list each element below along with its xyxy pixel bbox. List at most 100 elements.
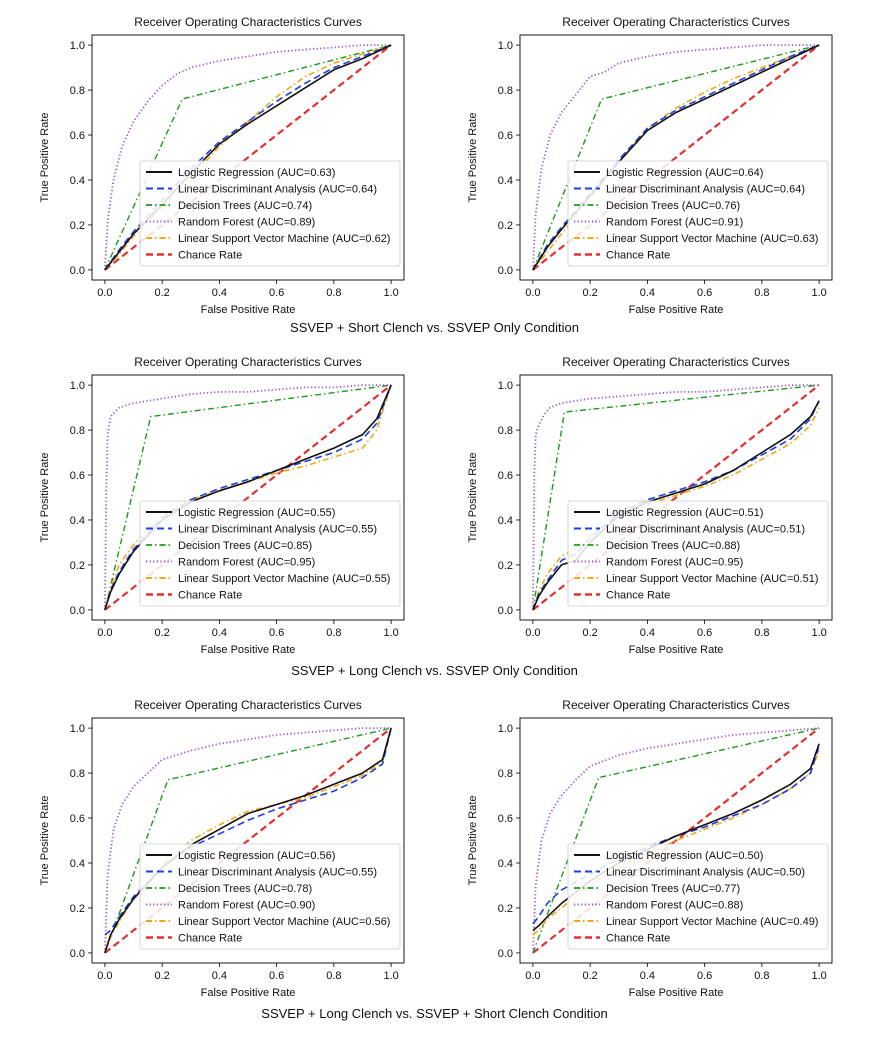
legend-label-tree: Decision Trees (AUC=0.78) xyxy=(178,883,312,895)
y-tick-label: 1.0 xyxy=(498,380,513,392)
series-line-svm xyxy=(104,44,392,271)
legend-label-chance: Chance Rate xyxy=(178,250,242,262)
legend-label-logistic: Logistic Regression (AUC=0.50) xyxy=(606,850,763,862)
x-tick-label: 0.8 xyxy=(754,970,769,982)
row-caption-short-vs-only: SSVEP + Short Clench vs. SSVEP Only Cond… xyxy=(290,320,579,335)
roc-chart-1: Receiver Operating Characteristics Curve… xyxy=(39,15,405,316)
y-tick-label: 0.8 xyxy=(498,425,513,437)
y-axis-label: True Positive Rate xyxy=(39,112,51,202)
roc-chart-6: Receiver Operating Characteristics Curve… xyxy=(467,698,833,999)
series-line-tree xyxy=(532,727,820,954)
y-tick-label: 0.8 xyxy=(498,85,513,97)
legend-label-chance: Chance Rate xyxy=(606,250,670,262)
chart-title: Receiver Operating Characteristics Curve… xyxy=(134,15,361,29)
series-line-forest xyxy=(532,384,820,610)
legend-label-logistic: Logistic Regression (AUC=0.64) xyxy=(606,167,763,179)
y-tick-label: 0.0 xyxy=(498,265,513,277)
series-line-lda xyxy=(104,384,392,611)
x-tick-label: 0.2 xyxy=(582,627,597,639)
y-tick-label: 1.0 xyxy=(498,40,513,52)
x-tick-label: 1.0 xyxy=(811,970,826,982)
legend-label-lda: Linear Discriminant Analysis (AUC=0.51) xyxy=(606,524,805,536)
legend-label-tree: Decision Trees (AUC=0.76) xyxy=(606,200,740,212)
y-tick-label: 0.0 xyxy=(498,948,513,960)
legend-box xyxy=(567,500,829,607)
legend-label-lda: Linear Discriminant Analysis (AUC=0.55) xyxy=(178,867,377,879)
roc-chart-4: Receiver Operating Characteristics Curve… xyxy=(467,355,833,656)
x-tick-label: 0.4 xyxy=(212,627,227,639)
y-tick-label: 0.6 xyxy=(70,470,85,482)
x-tick-label: 0.6 xyxy=(697,287,712,299)
row-caption-long-vs-short: SSVEP + Long Clench vs. SSVEP + Short Cl… xyxy=(261,1006,608,1021)
y-tick-label: 0.8 xyxy=(498,768,513,780)
y-tick-label: 0.4 xyxy=(498,515,513,527)
legend-label-svm: Linear Support Vector Machine (AUC=0.49) xyxy=(606,916,818,928)
y-tick-label: 0.8 xyxy=(70,768,85,780)
x-tick-label: 0.0 xyxy=(525,970,540,982)
y-tick-label: 0.8 xyxy=(70,85,85,97)
legend-label-forest: Random Forest (AUC=0.88) xyxy=(606,900,743,912)
legend-label-chance: Chance Rate xyxy=(606,933,670,945)
roc-chart-5: Receiver Operating Characteristics Curve… xyxy=(39,698,405,999)
legend-label-tree: Decision Trees (AUC=0.74) xyxy=(178,200,312,212)
y-tick-label: 0.0 xyxy=(70,605,85,617)
legend-box xyxy=(139,500,401,607)
legend-label-svm: Linear Support Vector Machine (AUC=0.62) xyxy=(178,233,390,245)
x-tick-label: 0.6 xyxy=(269,970,284,982)
x-tick-label: 0.0 xyxy=(97,970,112,982)
x-tick-label: 0.6 xyxy=(697,970,712,982)
x-tick-label: 0.2 xyxy=(582,970,597,982)
series-line-logistic xyxy=(104,44,392,271)
y-tick-label: 0.6 xyxy=(498,813,513,825)
chart-title: Receiver Operating Characteristics Curve… xyxy=(562,15,789,29)
legend-label-forest: Random Forest (AUC=0.95) xyxy=(178,557,315,569)
x-tick-label: 0.6 xyxy=(697,627,712,639)
chart-title: Receiver Operating Characteristics Curve… xyxy=(134,355,361,369)
series-line-logistic xyxy=(532,743,820,932)
legend-label-forest: Random Forest (AUC=0.95) xyxy=(606,557,743,569)
legend-label-lda: Linear Discriminant Analysis (AUC=0.64) xyxy=(178,184,377,196)
x-tick-label: 0.2 xyxy=(154,627,169,639)
roc-chart-2: Receiver Operating Characteristics Curve… xyxy=(467,15,833,316)
y-tick-label: 0.2 xyxy=(498,903,513,915)
series-line-forest xyxy=(532,44,820,270)
x-tick-label: 0.6 xyxy=(269,627,284,639)
series-line-logistic xyxy=(104,727,392,954)
legend-label-lda: Linear Discriminant Analysis (AUC=0.55) xyxy=(178,524,377,536)
legend-label-tree: Decision Trees (AUC=0.77) xyxy=(606,883,740,895)
x-tick-label: 0.6 xyxy=(269,287,284,299)
x-tick-label: 1.0 xyxy=(811,287,826,299)
x-axis-label: False Positive Rate xyxy=(629,644,724,656)
series-line-lda xyxy=(104,727,392,936)
legend-box xyxy=(139,843,401,950)
x-tick-label: 1.0 xyxy=(811,627,826,639)
y-axis-label: True Positive Rate xyxy=(467,795,479,885)
legend-label-chance: Chance Rate xyxy=(606,590,670,602)
x-axis-label: False Positive Rate xyxy=(629,304,724,316)
x-tick-label: 0.8 xyxy=(754,287,769,299)
series-line-lda xyxy=(532,745,820,925)
y-tick-label: 0.6 xyxy=(70,130,85,142)
plot-area-frame xyxy=(519,34,833,281)
series-line-forest xyxy=(532,727,820,953)
plot-area-frame xyxy=(519,717,833,964)
series-line-lda xyxy=(532,400,820,611)
plot-area-frame xyxy=(519,374,833,621)
y-tick-label: 0.2 xyxy=(498,220,513,232)
y-axis-label: True Positive Rate xyxy=(39,452,51,542)
legend-label-tree: Decision Trees (AUC=0.85) xyxy=(178,540,312,552)
x-tick-label: 0.2 xyxy=(154,970,169,982)
legend-label-logistic: Logistic Regression (AUC=0.51) xyxy=(606,507,763,519)
series-line-logistic xyxy=(532,44,820,271)
y-tick-label: 0.0 xyxy=(70,265,85,277)
x-tick-label: 0.4 xyxy=(640,287,655,299)
y-axis-label: True Positive Rate xyxy=(39,795,51,885)
legend-label-logistic: Logistic Regression (AUC=0.55) xyxy=(178,507,335,519)
x-tick-label: 0.4 xyxy=(212,970,227,982)
x-axis-label: False Positive Rate xyxy=(201,644,296,656)
chart-title: Receiver Operating Characteristics Curve… xyxy=(562,355,789,369)
y-tick-label: 1.0 xyxy=(70,380,85,392)
x-tick-label: 0.2 xyxy=(582,287,597,299)
roc-chart-3: Receiver Operating Characteristics Curve… xyxy=(39,355,405,656)
